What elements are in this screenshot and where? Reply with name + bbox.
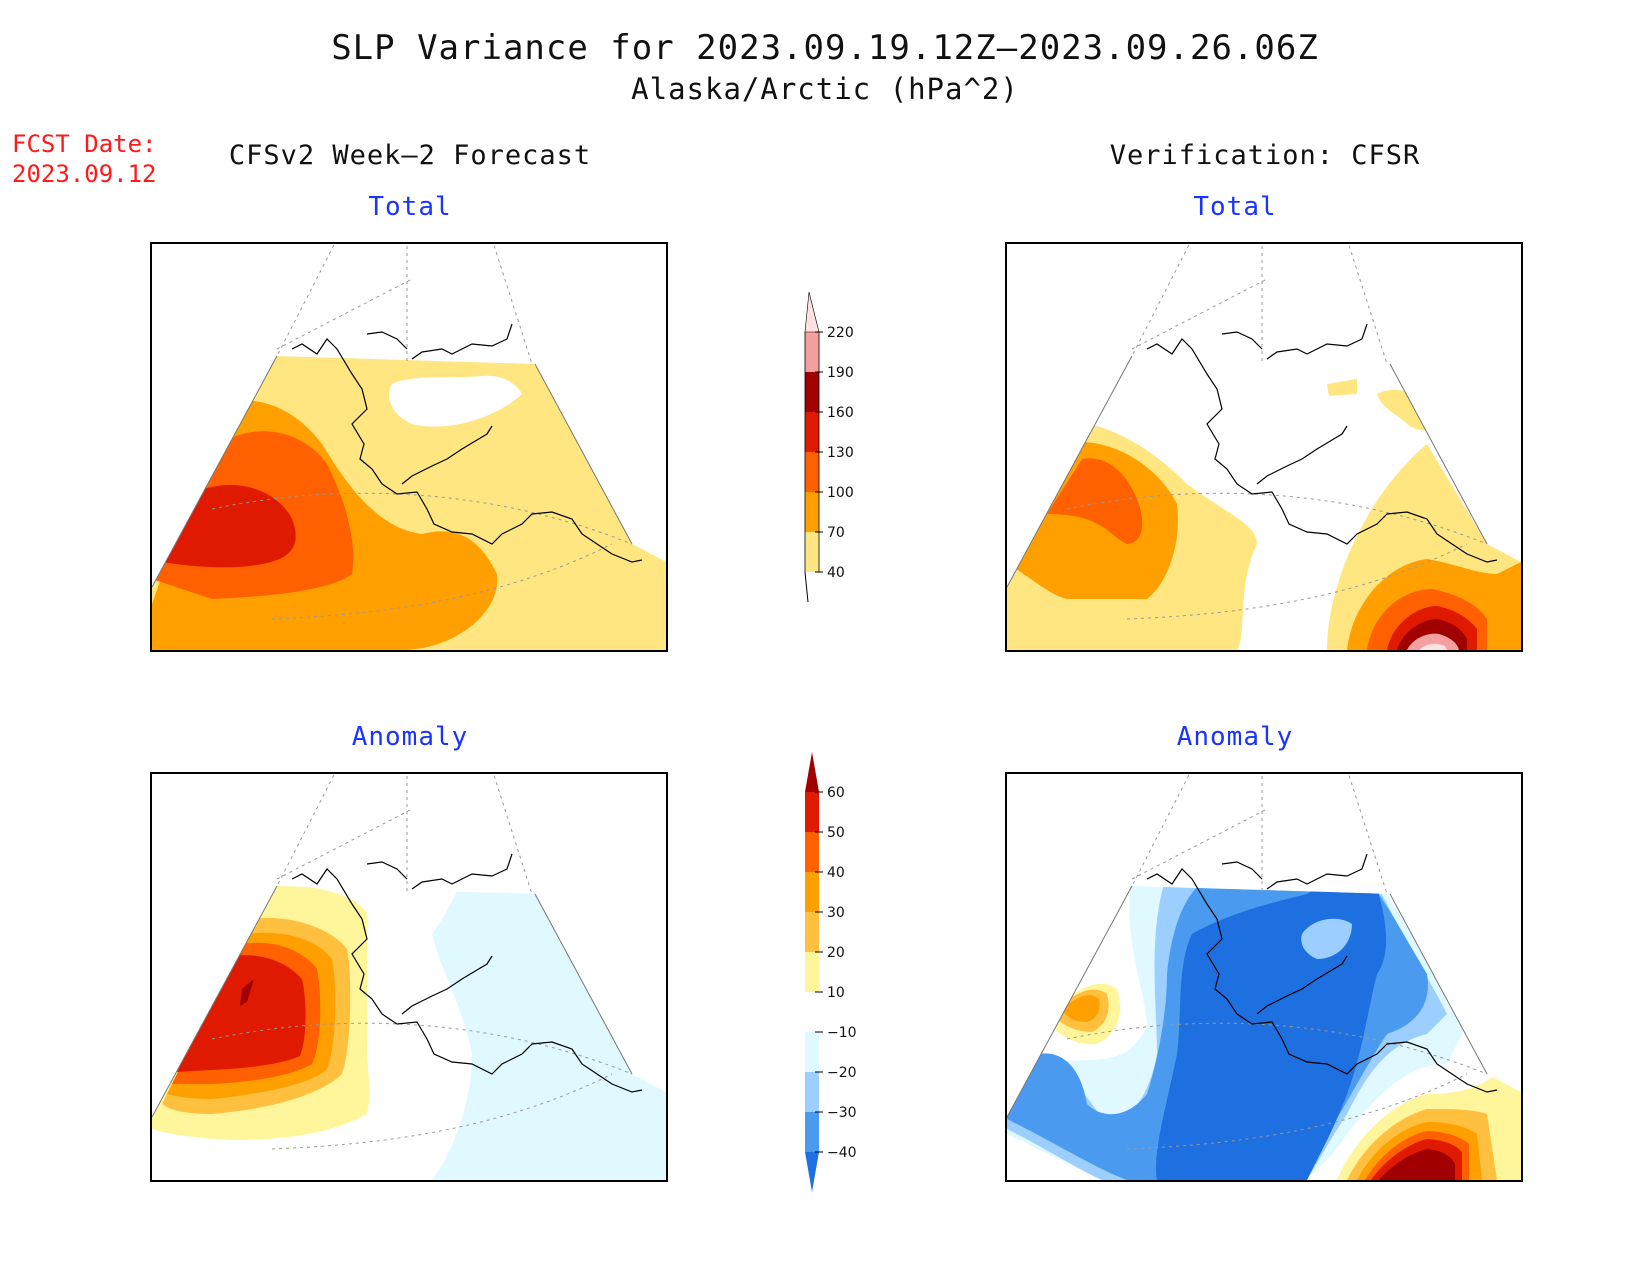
fcst-date-value: 2023.09.12 — [12, 160, 157, 188]
page-subtitle: Alaska/Arctic (hPa^2) — [631, 72, 1019, 106]
colorbar-anomaly-tick-label: 40 — [827, 865, 845, 881]
patch-north — [1187, 774, 1202, 794]
contour-60-plus — [240, 979, 254, 1006]
colorbar-total-segment — [805, 332, 819, 372]
contour-190-220-east — [1407, 633, 1459, 650]
forecast-anomaly-label: Anomaly — [351, 722, 469, 752]
colorbar-anomaly-segment — [805, 872, 819, 912]
white-gap — [388, 375, 522, 427]
colorbar-anomaly-segment — [805, 1072, 819, 1112]
colorbar-total-segment — [805, 532, 819, 572]
page-title: SLP Variance for 2023.09.19.12Z—2023.09.… — [331, 28, 1319, 68]
colorbar-anomaly-tick-label: 30 — [827, 905, 845, 921]
colorbar-anomaly-top-tip — [805, 752, 819, 792]
colorbar-total-tick-label: 130 — [827, 445, 854, 461]
patch-north-1 — [1177, 244, 1202, 274]
colorbar-total-tick-label: 160 — [827, 405, 854, 421]
contour-neg10-neg20 — [432, 886, 666, 1180]
patch-north-2 — [1327, 379, 1357, 396]
colorbar-anomaly-segment — [805, 992, 819, 1032]
colorbar-total-tick-label: 100 — [827, 485, 854, 501]
map-forecast-total — [150, 242, 668, 652]
colorbar-total-bottom-tip — [804, 571, 809, 603]
colorbar-anomaly: 60 50 40 30 20 10 −10 −20 −30 −40 — [805, 752, 857, 1192]
verif-anomaly-label: Anomaly — [1176, 722, 1294, 752]
verif-total-label: Total — [1193, 192, 1277, 222]
colorbar-anomaly-tick-label: 50 — [827, 825, 845, 841]
contour-60-plus-east — [1379, 1149, 1455, 1180]
coastline — [1146, 853, 1498, 1093]
forecast-total-label: Total — [368, 192, 452, 222]
column-title-verification: Verification: CFSR — [1109, 140, 1421, 171]
map-forecast-anomaly — [150, 772, 668, 1182]
map-frame-wedge — [152, 355, 633, 588]
colorbar-anomaly-segment — [805, 1032, 819, 1072]
map-verif-total — [1005, 242, 1523, 652]
map-verif-anomaly — [1005, 772, 1523, 1182]
colorbar-total-tick-label: 220 — [827, 325, 854, 341]
contour-30-40-west — [1062, 995, 1100, 1022]
colorbar-total: 40 70 100 130 160 190 220 — [804, 291, 854, 603]
colorbar-total-segment — [805, 492, 819, 532]
coastline — [1146, 323, 1498, 563]
contour-neg20-patch — [1301, 918, 1352, 959]
colorbar-anomaly-segment — [805, 952, 819, 992]
fcst-date-label: FCST Date: — [12, 130, 157, 158]
colorbar-total-top-tip — [804, 291, 820, 333]
colorbar-anomaly-tick-label: −20 — [827, 1065, 857, 1081]
coastline — [291, 323, 643, 563]
contour-50-60 — [177, 955, 306, 1072]
colorbar-anomaly-segment — [805, 792, 819, 832]
contour-220-east — [1419, 643, 1447, 650]
colorbar-anomaly-tick-label: −30 — [827, 1105, 857, 1121]
colorbar-total-segment — [805, 372, 819, 412]
colorbar-total-segment — [805, 412, 819, 452]
colorbar-anomaly-segment — [805, 912, 819, 952]
coastline — [291, 853, 643, 1093]
colorbar-anomaly-tick-label: 10 — [827, 985, 845, 1001]
colorbar-total-tick-label: 40 — [827, 565, 845, 581]
colorbar-anomaly-tick-label: 60 — [827, 785, 845, 801]
colorbar-total-tick-label: 190 — [827, 365, 854, 381]
colorbar-anomaly-tick-label: 20 — [827, 945, 845, 961]
column-title-forecast: CFSv2 Week—2 Forecast — [228, 140, 592, 171]
contour-100-130-west — [1047, 458, 1143, 544]
colorbar-total-segment — [805, 452, 819, 492]
colorbar-anomaly-tick-label: −40 — [827, 1145, 857, 1161]
colorbar-anomaly-segment — [805, 1112, 819, 1152]
colorbar-anomaly-bottom-tip — [805, 1152, 819, 1192]
colorbar-anomaly-segment — [805, 832, 819, 872]
colorbar-total-tick-label: 70 — [827, 525, 845, 541]
colorbar-anomaly-tick-label: −10 — [827, 1025, 857, 1041]
